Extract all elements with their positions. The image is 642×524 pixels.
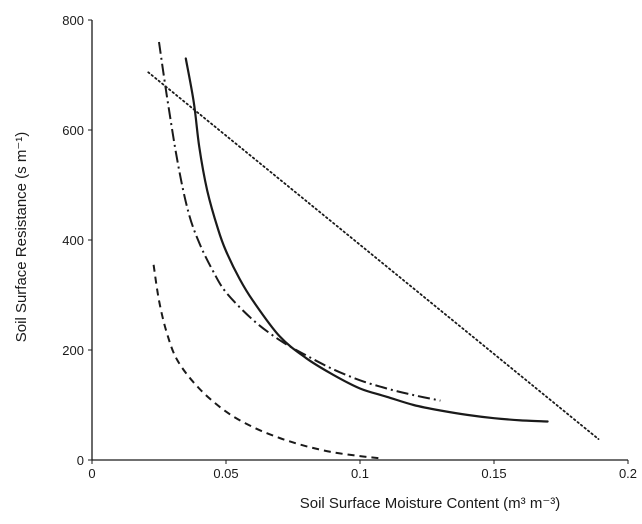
y-tick-label: 0	[77, 453, 84, 468]
y-tick-label: 800	[62, 13, 84, 28]
y-tick-label: 200	[62, 343, 84, 358]
x-tick-label: 0.2	[619, 466, 637, 481]
series-line-solid	[184, 57, 549, 423]
x-tick-label: 0.1	[351, 466, 369, 481]
series-line-dashed	[152, 264, 382, 460]
series-layer	[147, 41, 600, 460]
x-tick-label: 0.15	[481, 466, 506, 481]
x-axis-title: Soil Surface Moisture Content (m³ m⁻³)	[300, 495, 561, 512]
y-axis-title: Soil Surface Resistance (s m⁻¹)	[13, 132, 30, 342]
x-tick-label: 0.05	[213, 466, 238, 481]
y-ticks: 0 200 400 600 800	[62, 13, 92, 468]
y-tick-label: 600	[62, 123, 84, 138]
plot-area: 0 0.05 0.1 0.15 0.2 0 200 400 600 800	[62, 13, 637, 481]
y-tick-label: 400	[62, 233, 84, 248]
x-tick-label: 0	[88, 466, 95, 481]
series-line-dotted	[147, 71, 600, 440]
series-line-dash-dot	[158, 41, 441, 402]
x-ticks: 0 0.05 0.1 0.15 0.2	[88, 460, 637, 481]
